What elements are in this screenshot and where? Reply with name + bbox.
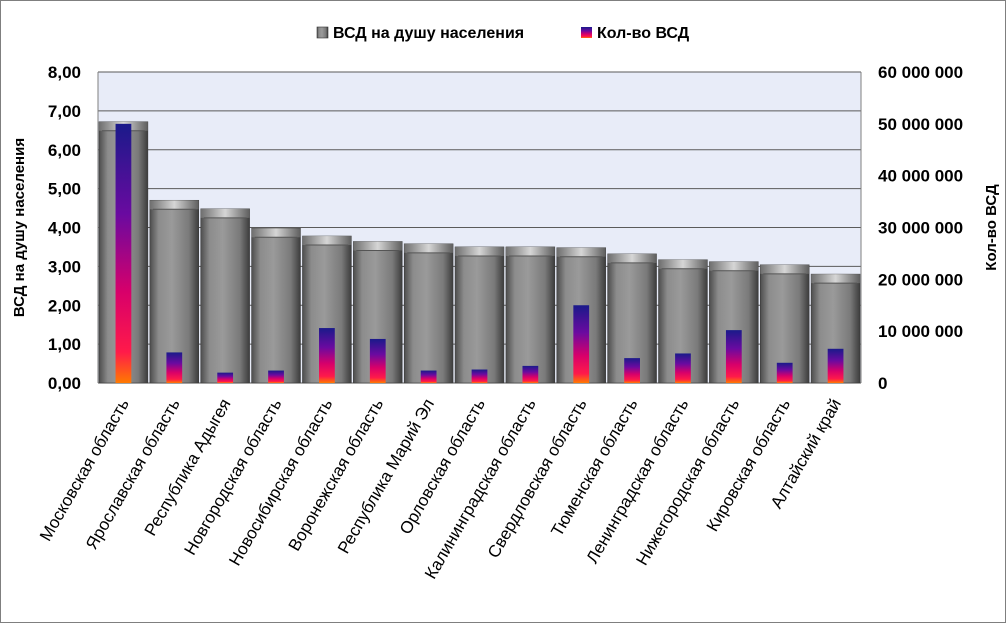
bar-vsd-count [166,352,183,383]
y2-tick-label: 60 000 000 [878,63,963,82]
y-tick-label: 0,00 [48,374,81,393]
y-tick-label: 8,00 [48,63,81,82]
bar-vsd-per-capita [403,243,454,384]
legend-item-vsd-count: Кол-во ВСД [581,25,690,42]
x-tick-label: Московская область [36,395,133,544]
bar-vsd-count [369,338,386,383]
bar-vsd-per-capita [454,246,505,384]
y2-tick-label: 10 000 000 [878,322,963,341]
plot-area [98,71,861,384]
x-tick-label: Свердловская область [484,395,591,561]
bar-vsd-count [115,123,132,383]
bar-vsd-count [420,370,437,383]
y2-tick-label: 0 [878,374,887,393]
legend-swatch-gray [316,26,329,39]
legend: ВСД на душу населения Кол-во ВСД [316,25,690,42]
y2-tick-label: 40 000 000 [878,167,963,186]
y-tick-label: 4,00 [48,219,81,238]
y-tick-label: 2,00 [48,296,81,315]
bar-vsd-count [522,365,539,383]
y-tick-label: 6,00 [48,141,81,160]
bar-vsd-count [573,305,590,383]
y-axis-title: ВСД на душу населения [11,138,28,317]
y-tick-label: 1,00 [48,335,81,354]
x-tick-label: Воронежская область [285,395,388,554]
bar-vsd-count [471,369,488,383]
y2-axis-title: Кол-во ВСД [983,184,1000,271]
bar-vsd-per-capita [505,246,556,384]
bar-vsd-count [776,362,793,383]
bar-vsd-count [624,358,640,383]
bar-vsd-count [217,372,234,383]
x-tick-label: Новгородская область [180,395,285,558]
bar-vsd-per-capita [709,261,759,384]
bar-vsd-count [725,330,742,383]
x-tick-label: Ленинградская область [583,395,693,566]
y-tick-label: 7,00 [48,102,81,121]
bar-vsd-count [827,348,844,383]
legend-swatch-color [581,27,592,38]
y2-tick-label: 20 000 000 [878,270,963,289]
y2-tick-label: 30 000 000 [878,219,963,238]
legend-item-vsd-per-capita: ВСД на душу населения [316,25,524,42]
legend-label: ВСД на душу населения [333,25,524,42]
x-tick-label: Ярославская область [82,395,184,552]
bar-vsd-count [319,328,335,383]
x-tick-label: Республика Марий Эл [334,395,438,556]
bar-vsd-count [675,353,691,383]
bar-vsd-count [268,370,284,383]
y-tick-label: 5,00 [48,180,81,199]
legend-label: Кол-во ВСД [597,25,690,42]
bar-vsd-per-capita [200,208,250,384]
y2-tick-label: 50 000 000 [878,115,963,134]
y-tick-label: 3,00 [48,257,81,276]
bar-vsd-per-capita [251,227,301,384]
